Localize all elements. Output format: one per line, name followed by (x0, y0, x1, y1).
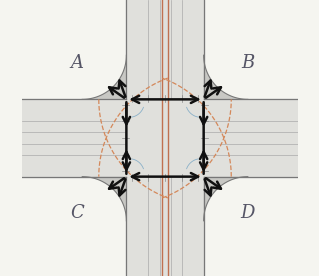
Polygon shape (204, 177, 248, 221)
Text: A: A (70, 54, 83, 73)
Polygon shape (126, 0, 204, 276)
Text: C: C (70, 203, 84, 222)
Text: D: D (241, 203, 255, 222)
Polygon shape (82, 55, 126, 99)
Text: B: B (241, 54, 255, 73)
Polygon shape (21, 99, 298, 177)
Polygon shape (82, 177, 126, 221)
Polygon shape (204, 55, 248, 99)
